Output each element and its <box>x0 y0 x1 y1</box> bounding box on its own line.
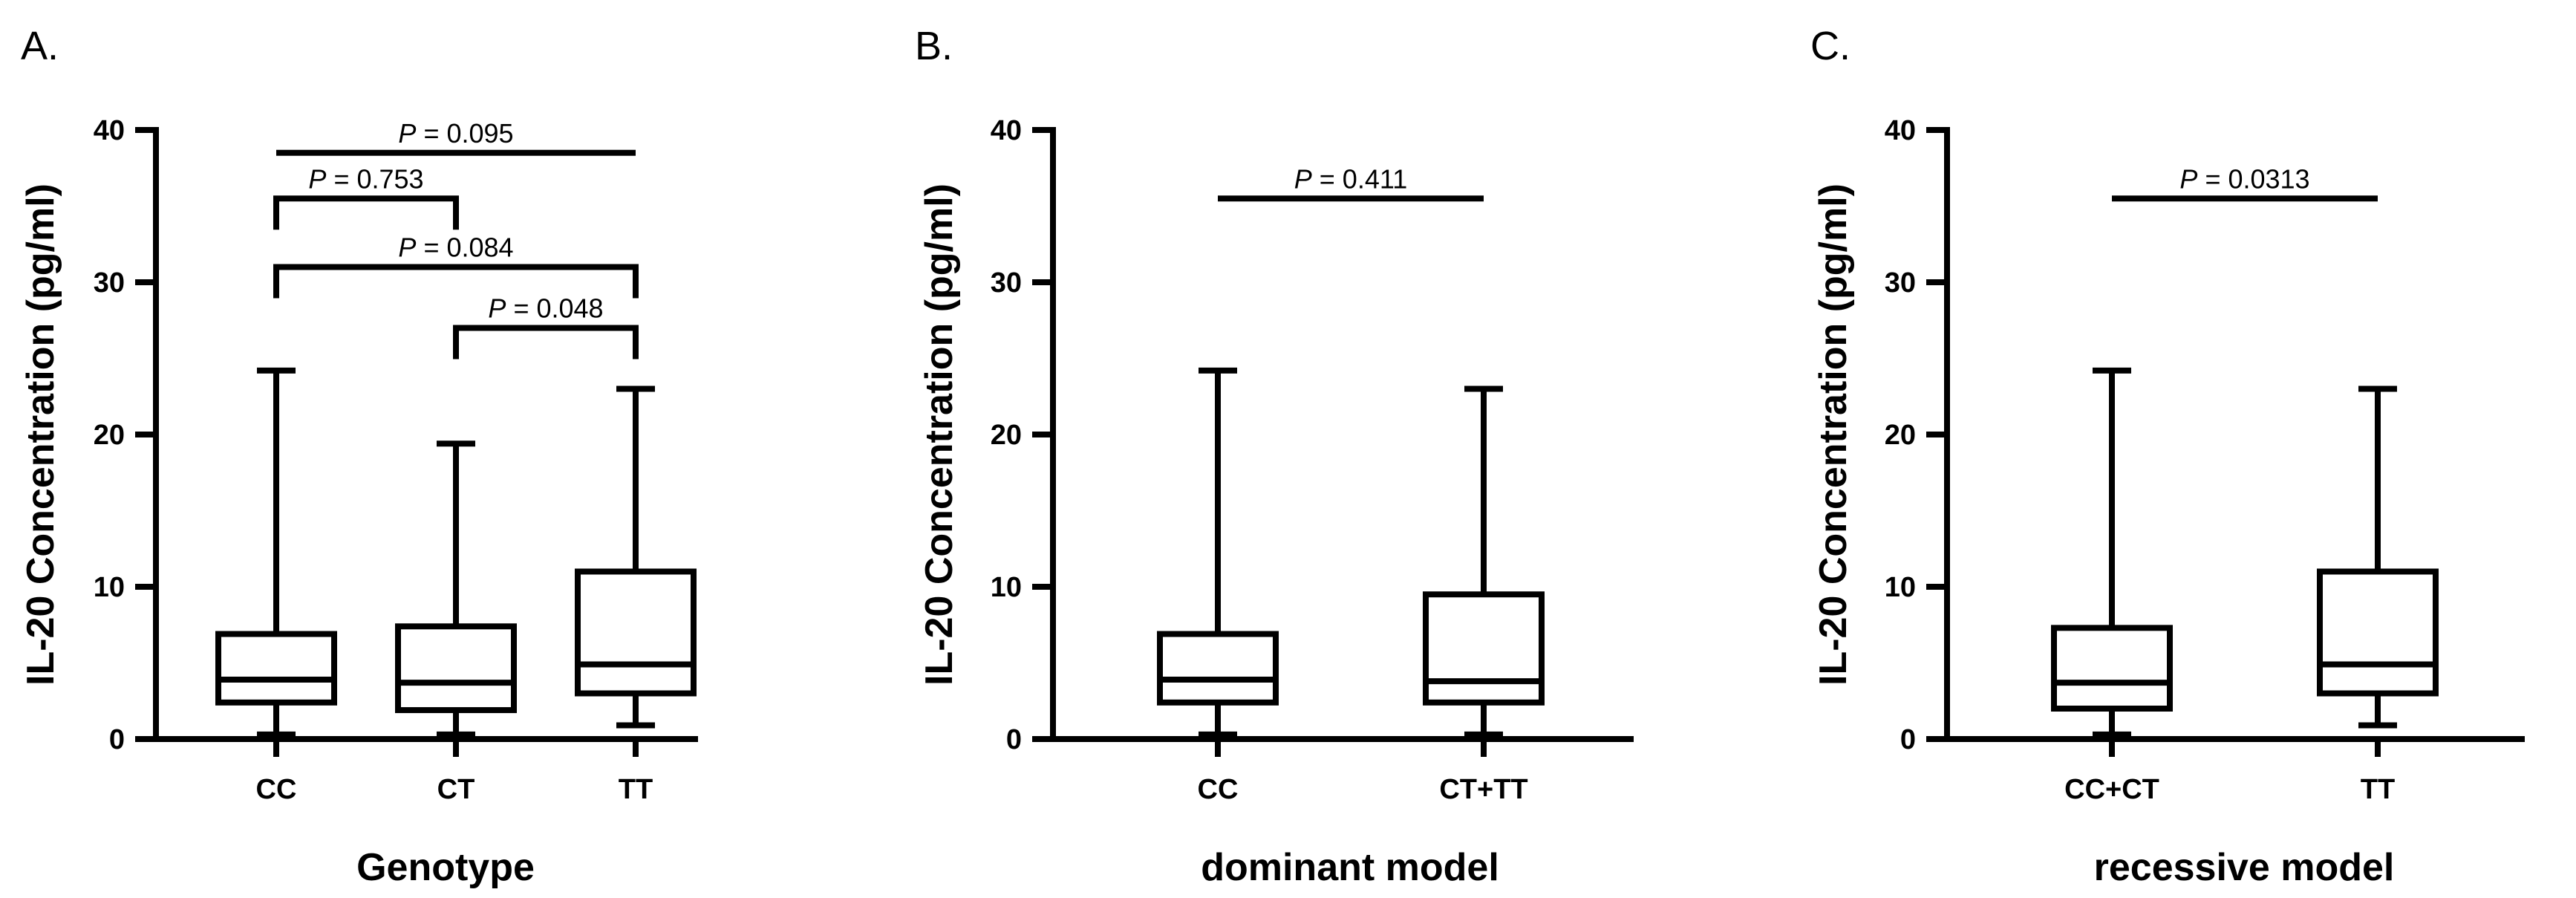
significance-bracket <box>273 264 639 299</box>
p-value-label: P = 0.753 <box>308 163 423 194</box>
iqr-box <box>1157 631 1279 706</box>
x-category-label: CC <box>256 774 297 805</box>
y-axis-title: IL-20 Concentration (pg/ml) <box>1812 183 1855 686</box>
panel-3: C. IL-20 Concentration (pg/ml) 0 10 20 30 40 CC… <box>1810 24 2525 889</box>
y-tick-label: 10 <box>991 572 1022 603</box>
y-tick-label: 30 <box>1885 267 1916 299</box>
significance-bracket <box>273 195 459 230</box>
p-value-label: P = 0.095 <box>398 118 513 149</box>
y-tick-label: 40 <box>1885 115 1916 146</box>
box-cc: CC <box>1157 367 1279 805</box>
y-axis-title: IL-20 Concentration (pg/ml) <box>918 183 961 686</box>
panel-letter: B. <box>915 24 953 68</box>
p-value-label: P = 0.084 <box>398 232 513 263</box>
box-tt: TT <box>2317 385 2439 805</box>
iqr-box <box>2051 625 2173 712</box>
x-category-label: CC+CT <box>2064 774 2159 805</box>
y-tick-label: 20 <box>1885 420 1916 451</box>
p-value: = 0.753 <box>326 163 423 194</box>
comparison-3: P = 0.084 <box>273 232 639 299</box>
p-value: = 0.0313 <box>2197 163 2309 194</box>
box-ct: CT <box>395 440 517 805</box>
iqr-box <box>2317 568 2439 697</box>
p-value: = 0.084 <box>416 232 513 263</box>
x-category-label: CT+TT <box>1439 774 1527 805</box>
x-axis-title: recessive model <box>2094 846 2395 889</box>
x-category-label: CC <box>1198 774 1239 805</box>
p-symbol: P <box>1294 163 1312 194</box>
y-tick-label: 40 <box>94 115 125 146</box>
p-value-label: P = 0.411 <box>1294 163 1407 194</box>
panel-letter: A. <box>21 24 59 68</box>
y-tick-label: 10 <box>1885 572 1916 603</box>
p-symbol: P <box>2179 163 2197 194</box>
significance-bracket <box>453 325 639 359</box>
y-tick-label: 0 <box>1006 724 1022 755</box>
y-axis-title: IL-20 Concentration (pg/ml) <box>19 183 62 686</box>
x-axis-title: Genotype <box>356 846 535 889</box>
p-value: = 0.095 <box>416 118 513 149</box>
p-symbol: P <box>398 232 416 263</box>
comparison-1: P = 0.095 <box>276 118 636 156</box>
p-value-label: P = 0.048 <box>488 293 603 324</box>
y-tick-label: 20 <box>94 420 125 451</box>
box-ct-tt: CT+TT <box>1423 385 1545 805</box>
x-category-label: TT <box>2361 774 2395 805</box>
comparison-1: P = 0.411 <box>1218 163 1484 202</box>
comparison-1: P = 0.0313 <box>2112 163 2378 202</box>
box-tt: TT <box>575 385 697 805</box>
iqr-box <box>1423 591 1545 706</box>
p-symbol: P <box>398 118 416 149</box>
p-value-label: P = 0.0313 <box>2179 163 2309 194</box>
iqr-box <box>215 631 337 706</box>
y-tick-label: 10 <box>94 572 125 603</box>
y-tick-label: 30 <box>94 267 125 299</box>
box-cc: CC <box>215 367 337 805</box>
iqr-box <box>575 568 697 697</box>
y-tick-label: 0 <box>1900 724 1916 755</box>
y-tick-label: 40 <box>991 115 1022 146</box>
box-cc-ct: CC+CT <box>2051 367 2173 805</box>
x-category-label: CT <box>437 774 475 805</box>
comparison-4: P = 0.048 <box>453 293 639 359</box>
p-symbol: P <box>308 163 326 194</box>
panel-1: A. IL-20 Concentration (pg/ml) 0 10 20 30 40 CC… <box>19 24 698 889</box>
y-tick-label: 0 <box>109 724 125 755</box>
panel-letter: C. <box>1810 24 1851 68</box>
panel-2: B. IL-20 Concentration (pg/ml) 0 10 20 30 40 CC… <box>915 24 1634 889</box>
p-value: = 0.411 <box>1312 163 1407 194</box>
p-value: = 0.048 <box>506 293 603 324</box>
y-tick-label: 20 <box>991 420 1022 451</box>
p-symbol: P <box>488 293 506 324</box>
comparison-2: P = 0.753 <box>273 163 459 230</box>
iqr-box <box>395 623 517 714</box>
x-category-label: TT <box>619 774 653 805</box>
y-tick-label: 30 <box>991 267 1022 299</box>
x-axis-title: dominant model <box>1201 846 1499 889</box>
